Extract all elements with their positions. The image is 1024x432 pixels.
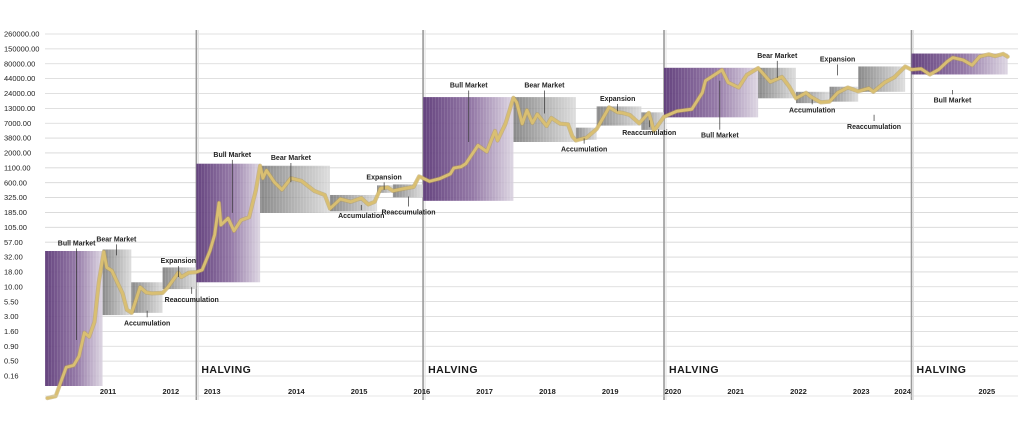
y-tick-label: 0.90 — [4, 342, 19, 351]
x-year-label: 2018 — [539, 387, 556, 396]
y-tick-label: 57.00 — [4, 238, 23, 247]
x-year-label: 2024 — [894, 387, 912, 396]
phase-annotation: Bull Market — [701, 133, 739, 140]
y-tick-label: 600.00 — [4, 178, 27, 187]
y-tick-label: 150000.00 — [4, 44, 39, 53]
phase-annotation: Reaccumulation — [622, 130, 676, 137]
y-tick-label: 44000.00 — [4, 74, 35, 83]
phase-annotation: Accumulation — [789, 107, 835, 114]
phase-annotation: Expansion — [600, 96, 635, 103]
y-tick-label: 5.50 — [4, 297, 19, 306]
halving-label: HALVING — [916, 364, 966, 376]
y-tick-label: 1.60 — [4, 327, 19, 336]
y-tick-label: 7000.00 — [4, 119, 31, 128]
y-tick-label: 3800.00 — [4, 134, 31, 143]
phase-annotation: Expansion — [366, 174, 401, 181]
halving-label: HALVING — [428, 364, 478, 376]
y-tick-label: 10.00 — [4, 282, 23, 291]
phase-annotation: Reaccumulation — [381, 210, 435, 217]
x-year-label: 2020 — [665, 387, 682, 396]
phase-box-texture — [575, 127, 597, 140]
phase-box-texture — [260, 165, 330, 213]
y-tick-label: 18.00 — [4, 268, 23, 277]
x-year-label: 2017 — [476, 387, 493, 396]
phase-annotation: Expansion — [161, 258, 196, 265]
x-year-label: 2015 — [351, 387, 368, 396]
x-year-label: 2025 — [978, 387, 995, 396]
y-tick-label: 325.00 — [4, 193, 27, 202]
phase-annotation: Bull Market — [450, 82, 488, 89]
x-year-label: 2012 — [162, 387, 179, 396]
y-tick-label: 260000.00 — [4, 30, 39, 39]
y-tick-label: 2000.00 — [4, 149, 31, 158]
phase-box-texture — [423, 97, 514, 201]
x-year-label: 2014 — [288, 387, 306, 396]
y-tick-label: 0.16 — [4, 372, 19, 381]
y-tick-label: 0.50 — [4, 357, 19, 366]
phase-annotation: Bear Market — [757, 53, 798, 60]
halving-label: HALVING — [669, 364, 719, 376]
x-year-label: 2011 — [100, 387, 116, 396]
phase-annotation: Bear Market — [96, 236, 137, 243]
x-year-label: 2019 — [602, 387, 619, 396]
halving-label: HALVING — [201, 364, 251, 376]
y-tick-label: 185.00 — [4, 208, 27, 217]
phase-annotation: Accumulation — [338, 213, 384, 220]
x-year-label: 2013 — [204, 387, 221, 396]
y-tick-label: 105.00 — [4, 223, 27, 232]
phase-annotation: Bear Market — [524, 82, 565, 89]
y-tick-label: 1100.00 — [4, 163, 31, 172]
phase-annotation: Bull Market — [213, 152, 251, 159]
y-tick-label: 13000.00 — [4, 104, 35, 113]
x-year-label: 2023 — [853, 387, 870, 396]
phase-annotation: Reaccumulation — [165, 297, 219, 304]
y-tick-label: 32.00 — [4, 253, 23, 262]
phase-annotation: Bull Market — [58, 240, 96, 247]
price-line — [46, 52, 1010, 400]
y-tick-label: 3.00 — [4, 312, 19, 321]
x-year-label: 2021 — [727, 387, 744, 396]
y-tick-label: 24000.00 — [4, 89, 35, 98]
phase-annotation: Accumulation — [124, 320, 170, 327]
phase-annotation: Reaccumulation — [847, 124, 901, 131]
x-year-label: 2022 — [790, 387, 807, 396]
phase-annotation: Accumulation — [561, 147, 607, 154]
y-tick-label: 80000.00 — [4, 59, 35, 68]
phase-annotation: Bull Market — [934, 97, 972, 104]
x-year-label: 2016 — [414, 387, 431, 396]
phase-annotation: Expansion — [820, 56, 855, 63]
phase-annotation: Bear Market — [271, 155, 312, 162]
